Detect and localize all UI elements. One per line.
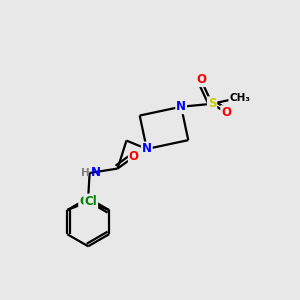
- Text: N: N: [91, 167, 100, 179]
- Text: S: S: [208, 97, 216, 110]
- Text: Cl: Cl: [84, 195, 97, 208]
- Text: N: N: [176, 100, 186, 113]
- Text: Cl: Cl: [79, 195, 92, 208]
- Text: CH₃: CH₃: [229, 94, 250, 103]
- Text: O: O: [221, 106, 231, 119]
- Text: H: H: [81, 168, 90, 178]
- Text: N: N: [142, 142, 152, 155]
- Text: O: O: [129, 150, 139, 163]
- Text: O: O: [196, 73, 206, 86]
